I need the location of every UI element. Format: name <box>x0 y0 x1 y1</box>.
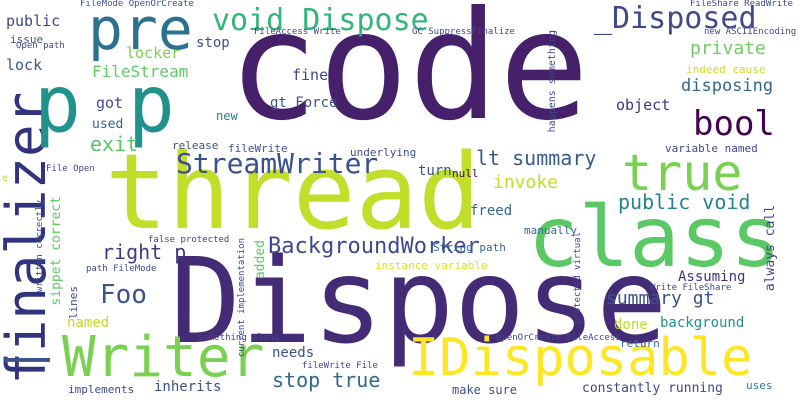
word-inherits: inherits <box>154 379 222 395</box>
word-current-implementation: current implementation <box>237 238 247 358</box>
word-e: e <box>2 173 9 184</box>
word-writer-bar: | <box>0 346 50 374</box>
word-null: null <box>452 167 479 180</box>
word-always-call: always call <box>763 205 778 292</box>
word-underlying: underlying <box>350 146 417 159</box>
word-pre: pre <box>88 0 193 63</box>
word-file-open: File Open <box>46 164 95 174</box>
word-background: background <box>660 315 745 331</box>
word-protected-virtual: protected virtual <box>573 232 583 325</box>
word-foo: Foo <box>100 280 147 310</box>
word-object: object <box>616 96 671 114</box>
word-filewrite-file: fileWrite File <box>302 361 378 371</box>
word-path-filemode: path FileMode <box>86 264 157 274</box>
word-happens-something: happens something <box>547 30 558 133</box>
word-release: release <box>172 139 219 152</box>
word-invoke: invoke <box>493 172 559 193</box>
word-named: named <box>67 315 110 331</box>
word-got: got <box>96 94 124 112</box>
word-fileshare-readwrite: FileShare ReadWrite <box>690 0 793 9</box>
word-fine: fine <box>292 66 329 84</box>
word-locker: locker <box>126 44 181 62</box>
word-public-void: public void <box>618 190 751 214</box>
word-true: true <box>622 144 743 202</box>
word-false-protected: false protected <box>148 235 230 245</box>
word-stop: stop <box>196 35 230 51</box>
word-needs: needs <box>272 345 315 361</box>
word-issue: issue <box>10 33 44 46</box>
word-code: code <box>228 0 590 154</box>
word-make-sure: make sure <box>452 383 518 397</box>
word-openorcreate-fileaccess: OpenOrCreate FileAccess <box>496 333 621 343</box>
word-added: added <box>253 240 268 280</box>
word-variable-named: variable named <box>665 142 758 155</box>
word-constantly-running: constantly running <box>582 381 723 396</box>
word-streamwriter: StreamWriter <box>176 147 379 180</box>
word-summary-gt: summary gt <box>606 288 715 309</box>
word-return: return <box>620 337 660 350</box>
word-open-path: Open path <box>16 41 65 51</box>
word-uses: uses <box>746 379 773 392</box>
word-something-along: something along <box>198 333 280 343</box>
word-backgroundworker: BackgroundWorker <box>268 234 480 259</box>
word-idisposable: IDisposable <box>408 328 753 388</box>
word-bool: bool <box>693 104 775 144</box>
word-indeed-cause: indeed cause <box>686 63 766 76</box>
word-filestream: FileStream <box>92 62 189 81</box>
word-manually: manually <box>524 224 577 237</box>
word-turn: turn <box>418 163 452 179</box>
word-new: new <box>216 109 238 123</box>
word-used: used <box>92 117 124 132</box>
word-sippet-correct: sippet correct <box>49 196 64 306</box>
word-write-fileshare: Write FileShare <box>650 283 732 293</box>
word-dispose: Dispose <box>170 232 668 370</box>
word-stop-true: stop true <box>272 368 381 392</box>
word-right-p: right p <box>102 240 187 264</box>
word-instance-variable: instance variable <box>375 259 488 272</box>
word-written-correctly: written correctly <box>35 200 45 293</box>
word-filemode-openorcreate: FileMode OpenOrCreate <box>80 0 194 9</box>
word-disposing: disposing <box>681 76 774 96</box>
word-gt-force: gt Force <box>270 95 338 111</box>
word-pp: p p <box>34 60 175 150</box>
word-underscore-disposed: _Disposed <box>594 1 757 36</box>
word-lock: lock <box>6 56 43 74</box>
word-assuming: Assuming <box>678 269 746 285</box>
word-string-path: String path <box>433 241 506 254</box>
word-void-dispose: void Dispose <box>212 3 429 38</box>
word-new-asciiencoding: new ASCIIEncoding <box>704 27 797 37</box>
word-fileaccess-write: FileAccess Write <box>254 27 341 37</box>
word-filewrite: fileWrite <box>228 142 288 155</box>
word-lt-summary: lt summary <box>476 146 597 170</box>
word-class: class <box>528 188 781 286</box>
word-gc-suppressfinalize: GC SuppressFinalize <box>412 27 515 37</box>
word-lines: lines <box>67 286 80 320</box>
word-done: done <box>614 317 648 333</box>
word-thread: thread <box>105 131 481 253</box>
word-implements: implements <box>68 383 135 396</box>
word-private: private <box>690 38 766 59</box>
word-public: public <box>6 12 61 30</box>
word-freed: freed <box>470 203 513 219</box>
word-writer: Writer <box>62 325 265 390</box>
word-exit: exit <box>90 132 139 156</box>
